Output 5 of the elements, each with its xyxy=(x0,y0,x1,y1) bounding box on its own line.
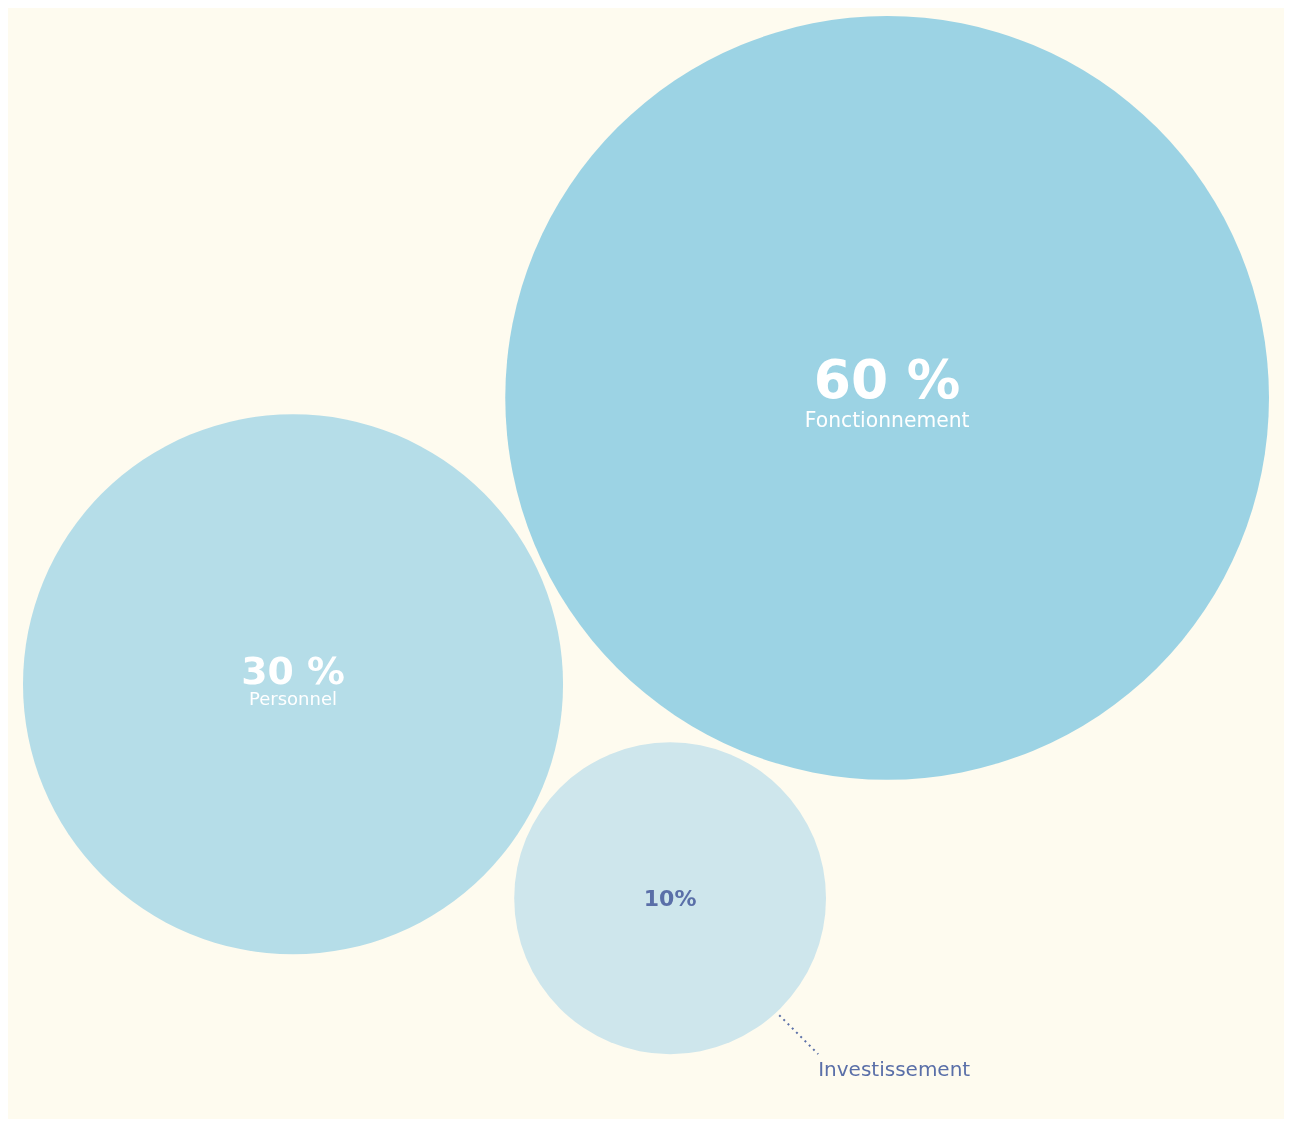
category-label: Personnel xyxy=(249,688,338,710)
category-label: Fonctionnement xyxy=(804,408,970,433)
data-label: 60 % xyxy=(813,347,961,411)
data-label: 10% xyxy=(643,885,697,911)
category-label: Investissement xyxy=(818,1057,971,1082)
